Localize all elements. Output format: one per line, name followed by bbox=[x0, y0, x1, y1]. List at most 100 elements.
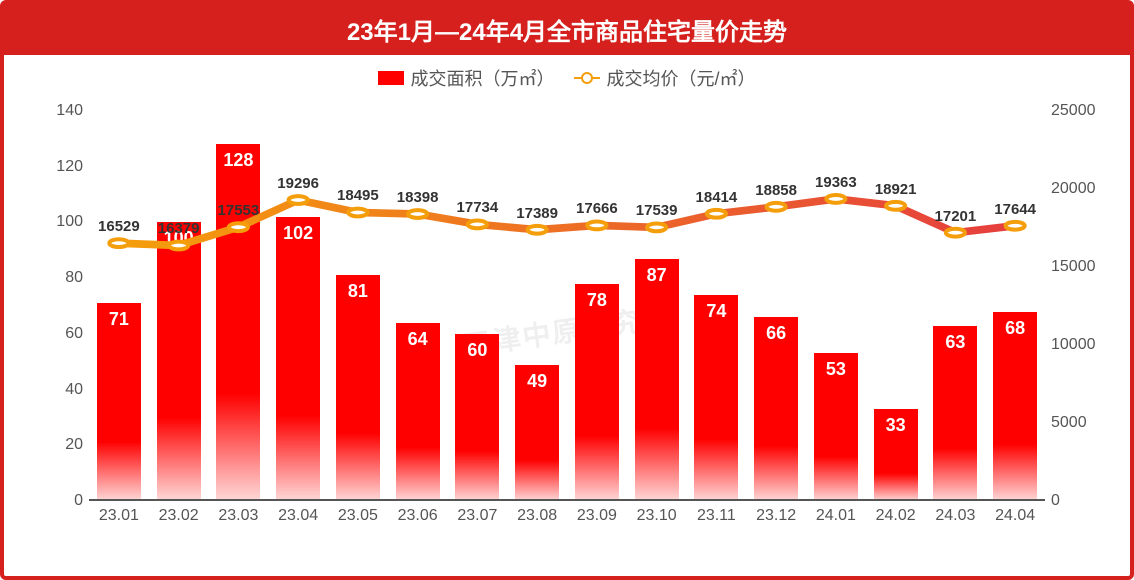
bar-label: 63 bbox=[945, 332, 965, 353]
bar: 68 bbox=[993, 312, 1037, 501]
x-tick: 24.02 bbox=[866, 501, 926, 541]
bar: 64 bbox=[396, 323, 440, 501]
x-tick: 23.12 bbox=[746, 501, 806, 541]
y-right-tick: 20000 bbox=[1051, 180, 1096, 198]
bar: 49 bbox=[515, 365, 559, 502]
y-left-tick: 60 bbox=[65, 325, 83, 343]
bar: 128 bbox=[216, 144, 260, 501]
y-left-tick: 80 bbox=[65, 269, 83, 287]
bar-slot: 81 bbox=[328, 111, 388, 501]
bar-label: 128 bbox=[223, 150, 253, 171]
x-tick: 23.11 bbox=[687, 501, 747, 541]
bar-slot: 71 bbox=[89, 111, 149, 501]
bar-slot: 60 bbox=[448, 111, 508, 501]
legend-item-line: 成交均价（元/㎡） bbox=[574, 65, 755, 91]
line-value-label: 19363 bbox=[815, 174, 857, 191]
bar-slot: 100 bbox=[149, 111, 209, 501]
chart-area: 天津中原研究院 020406080100120140 0500010000150… bbox=[34, 101, 1100, 541]
y-left-tick: 100 bbox=[56, 213, 83, 231]
legend-bar-icon bbox=[378, 71, 404, 85]
x-tick: 23.08 bbox=[507, 501, 567, 541]
legend-line-label: 成交均价（元/㎡） bbox=[606, 65, 755, 91]
bar: 33 bbox=[874, 409, 918, 501]
bar-slot: 87 bbox=[627, 111, 687, 501]
legend-item-bar: 成交面积（万㎡） bbox=[378, 65, 554, 91]
x-tick: 24.03 bbox=[926, 501, 986, 541]
line-value-label: 18414 bbox=[696, 189, 738, 206]
line-value-label: 18398 bbox=[397, 189, 439, 206]
bar: 74 bbox=[694, 295, 738, 501]
bar-label: 33 bbox=[886, 415, 906, 436]
bar-label: 60 bbox=[467, 340, 487, 361]
x-tick: 23.09 bbox=[567, 501, 627, 541]
bar: 102 bbox=[276, 217, 320, 501]
line-value-label: 17553 bbox=[218, 202, 260, 219]
y-left-tick: 120 bbox=[56, 158, 83, 176]
x-axis: 23.0123.0223.0323.0423.0523.0623.0723.08… bbox=[89, 501, 1045, 541]
x-tick: 23.01 bbox=[89, 501, 149, 541]
x-tick: 24.01 bbox=[806, 501, 866, 541]
bar: 60 bbox=[455, 334, 499, 501]
y-left-tick: 20 bbox=[65, 436, 83, 454]
y-right-tick: 5000 bbox=[1051, 414, 1087, 432]
line-value-label: 17201 bbox=[935, 208, 977, 225]
x-tick: 24.04 bbox=[985, 501, 1045, 541]
bar: 81 bbox=[336, 275, 380, 501]
bar-label: 71 bbox=[109, 309, 129, 330]
line-value-label: 16379 bbox=[158, 220, 200, 237]
legend-bar-label: 成交面积（万㎡） bbox=[410, 65, 554, 91]
line-value-label: 18921 bbox=[875, 181, 917, 198]
x-tick: 23.07 bbox=[448, 501, 508, 541]
x-tick: 23.04 bbox=[268, 501, 328, 541]
bar-label: 102 bbox=[283, 223, 313, 244]
bar: 66 bbox=[754, 317, 798, 501]
line-value-label: 17666 bbox=[576, 200, 618, 217]
y-axis-right: 0500010000150002000025000 bbox=[1045, 111, 1100, 501]
bar-slot: 63 bbox=[926, 111, 986, 501]
bars-group: 71 100 128 102 81 64 60 49 78 87 74 66 53 33 63 68 bbox=[89, 111, 1045, 501]
bar-slot: 74 bbox=[687, 111, 747, 501]
bar-label: 49 bbox=[527, 371, 547, 392]
bar: 53 bbox=[814, 353, 858, 501]
line-value-label: 18495 bbox=[337, 187, 379, 204]
bar: 78 bbox=[575, 284, 619, 501]
x-tick: 23.02 bbox=[149, 501, 209, 541]
bar-label: 81 bbox=[348, 281, 368, 302]
bar: 63 bbox=[933, 326, 977, 502]
line-value-label: 17644 bbox=[994, 201, 1036, 218]
bar-slot: 49 bbox=[507, 111, 567, 501]
legend-line-icon bbox=[574, 77, 600, 79]
legend: 成交面积（万㎡） 成交均价（元/㎡） bbox=[4, 55, 1130, 101]
x-tick: 23.06 bbox=[388, 501, 448, 541]
y-left-tick: 0 bbox=[74, 492, 83, 510]
bar: 87 bbox=[635, 259, 679, 501]
line-value-label: 16529 bbox=[98, 218, 140, 235]
bar-label: 66 bbox=[766, 323, 786, 344]
bar-slot: 53 bbox=[806, 111, 866, 501]
bar-label: 87 bbox=[647, 265, 667, 286]
plot-area: 71 100 128 102 81 64 60 49 78 87 74 66 53 33 63 68 1652… bbox=[89, 111, 1045, 501]
bar-label: 74 bbox=[706, 301, 726, 322]
bar-slot: 33 bbox=[866, 111, 926, 501]
bar-label: 53 bbox=[826, 359, 846, 380]
y-axis-left: 020406080100120140 bbox=[34, 111, 89, 501]
chart-container: 23年1月—24年4月全市商品住宅量价走势 成交面积（万㎡） 成交均价（元/㎡）… bbox=[0, 0, 1134, 580]
y-left-tick: 140 bbox=[56, 102, 83, 120]
bar-label: 78 bbox=[587, 290, 607, 311]
line-value-label: 17539 bbox=[636, 202, 678, 219]
bar-slot: 128 bbox=[209, 111, 269, 501]
y-left-tick: 40 bbox=[65, 381, 83, 399]
line-value-label: 18858 bbox=[755, 182, 797, 199]
bar-slot: 64 bbox=[388, 111, 448, 501]
bar-slot: 68 bbox=[985, 111, 1045, 501]
bar-label: 64 bbox=[408, 329, 428, 350]
bar-slot: 66 bbox=[746, 111, 806, 501]
line-value-label: 19296 bbox=[277, 175, 319, 192]
bar-slot: 102 bbox=[268, 111, 328, 501]
x-tick: 23.05 bbox=[328, 501, 388, 541]
bar: 100 bbox=[157, 222, 201, 501]
y-right-tick: 25000 bbox=[1051, 102, 1096, 120]
y-right-tick: 15000 bbox=[1051, 258, 1096, 276]
chart-title: 23年1月—24年4月全市商品住宅量价走势 bbox=[4, 4, 1130, 55]
line-value-label: 17734 bbox=[457, 199, 499, 216]
